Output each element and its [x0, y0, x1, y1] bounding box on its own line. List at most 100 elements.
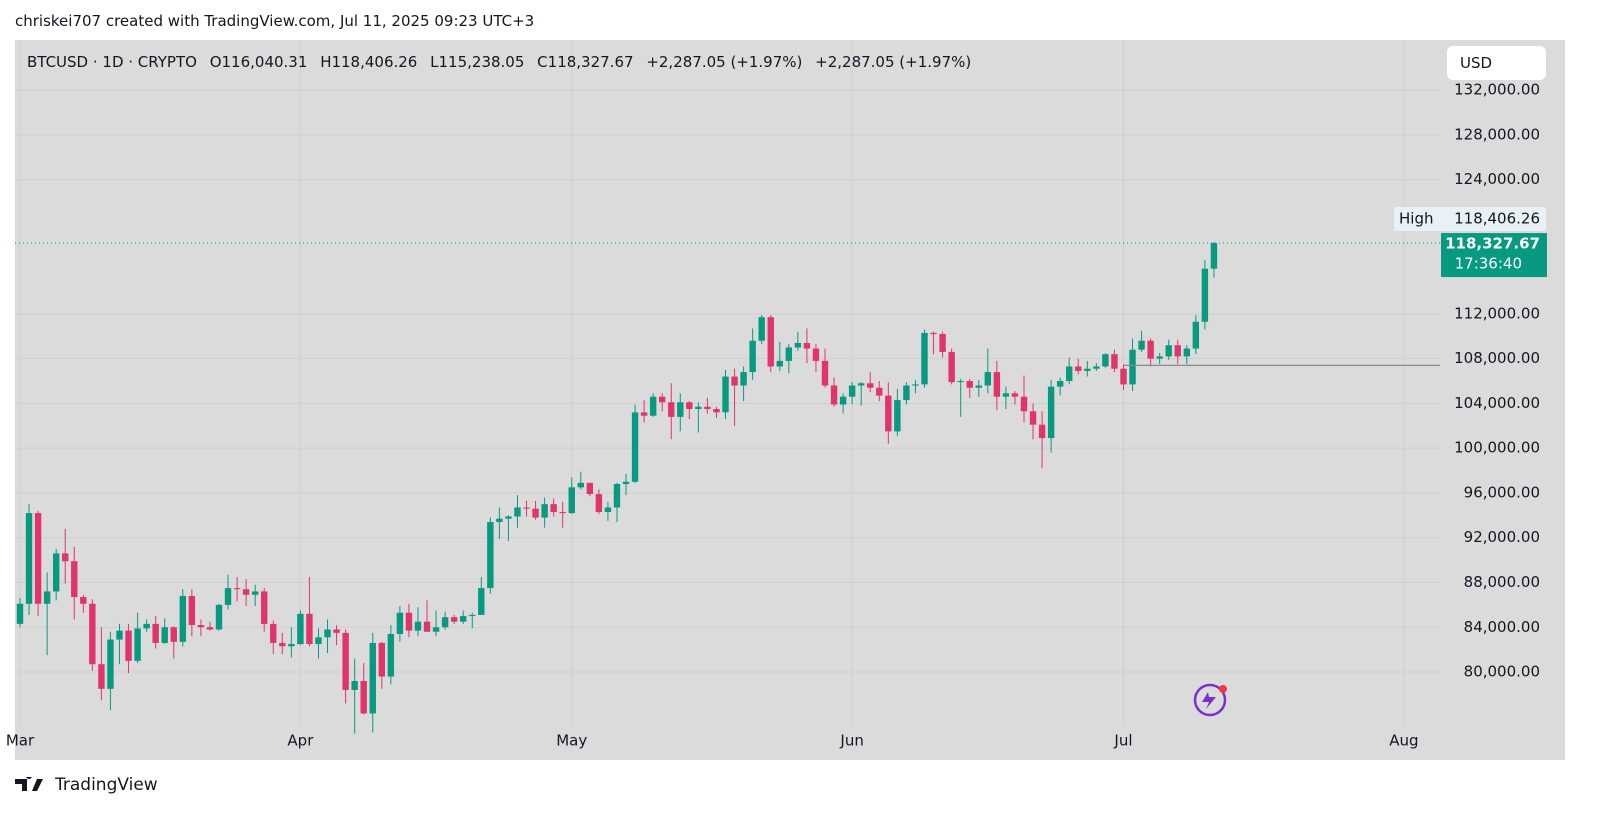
candle-body: [188, 595, 196, 626]
candle-body: [1201, 268, 1209, 322]
currency-button[interactable]: USD: [1447, 46, 1546, 80]
candle-body: [794, 342, 802, 348]
candle-body: [1075, 366, 1082, 371]
candle-body: [16, 603, 24, 624]
candle-body: [1020, 396, 1028, 412]
candle-body: [1038, 424, 1046, 439]
candle-body: [116, 630, 123, 640]
candle-body: [912, 384, 919, 386]
candle-body: [894, 400, 901, 432]
candle-body: [848, 385, 856, 397]
candle-body: [677, 402, 684, 417]
brand: TradingView: [55, 775, 158, 795]
candle-body: [306, 613, 313, 645]
candle-body: [215, 604, 223, 630]
candle-body: [523, 507, 530, 509]
x-tick-label: Mar: [6, 732, 35, 750]
high-marker-box: [1394, 207, 1546, 232]
candle-body: [170, 627, 177, 642]
candle-body: [107, 639, 114, 689]
candle-body: [98, 664, 105, 689]
candle-body: [776, 360, 783, 367]
candle-body: [387, 633, 395, 677]
candle-body: [1029, 411, 1037, 425]
candle-body: [1147, 340, 1154, 359]
candle-body: [1056, 381, 1064, 387]
candle-body: [43, 591, 51, 604]
candle-body: [197, 625, 205, 628]
candle-body: [514, 507, 521, 517]
high-marker-value: 118,406.26: [1454, 210, 1540, 228]
candle-body: [297, 613, 304, 645]
candle-body: [279, 642, 286, 647]
candle-body: [324, 629, 331, 638]
candle-body: [351, 680, 358, 690]
y-tick-label: 84,000.00: [1464, 618, 1540, 636]
y-tick-label: 128,000.00: [1454, 125, 1540, 143]
candle-body: [496, 518, 503, 523]
candle-body: [1111, 354, 1118, 369]
candle-body: [686, 402, 693, 410]
candle-body: [803, 342, 811, 349]
candle-body: [1066, 366, 1073, 382]
candle-body: [396, 612, 404, 634]
candle-body: [270, 623, 277, 643]
candle-body: [984, 372, 992, 386]
candle-body: [206, 627, 214, 630]
candle-body: [143, 623, 150, 629]
footer: TradingView: [15, 775, 158, 795]
candle-body: [261, 591, 268, 624]
candle-body: [432, 627, 440, 632]
legend-open: O116,040.31: [209, 53, 308, 71]
candle-body: [966, 381, 973, 388]
candle-body: [450, 617, 458, 622]
candle-body: [179, 595, 187, 642]
candle-body: [224, 588, 232, 605]
candle-body: [1129, 349, 1136, 385]
candle-body: [62, 553, 69, 562]
last-price-value: 118,327.67: [1445, 235, 1540, 253]
candle-body: [1165, 345, 1172, 357]
high-marker-label: High: [1399, 210, 1433, 228]
candle-body: [405, 612, 413, 631]
y-tick-label: 92,000.00: [1464, 528, 1540, 546]
candle-body: [134, 628, 141, 661]
candle-body: [369, 642, 376, 714]
y-tick-label: 100,000.00: [1454, 439, 1540, 457]
candle-body: [867, 383, 874, 388]
brand-logo: [15, 777, 43, 791]
candle-body: [89, 603, 96, 665]
candle-body: [1047, 386, 1055, 439]
symbol: BTCUSD · 1D · CRYPTO: [27, 53, 197, 71]
candle-body: [704, 406, 711, 410]
candle-body: [740, 372, 747, 386]
candle-body: [939, 334, 946, 352]
candle-body: [559, 511, 566, 514]
candle-body: [975, 385, 982, 388]
candle-body: [1138, 340, 1145, 350]
candle-body: [1102, 354, 1109, 367]
candle-body: [251, 591, 259, 595]
attribution: chriskei707 created with TradingView.com…: [15, 12, 535, 30]
candle-body: [541, 504, 548, 518]
y-tick-label: 104,000.00: [1454, 394, 1540, 412]
candle-body: [550, 504, 557, 512]
candle-body: [957, 381, 964, 383]
candle-body: [161, 627, 168, 643]
candle-body: [1156, 356, 1163, 359]
candle-body: [785, 347, 793, 361]
candle-body: [658, 396, 666, 403]
legend-high: H118,406.26: [320, 53, 418, 71]
candle-body: [695, 406, 702, 410]
candle-body: [749, 340, 756, 373]
y-tick-label: 88,000.00: [1464, 573, 1540, 591]
candle-body: [315, 637, 322, 645]
candle-body: [668, 402, 675, 417]
y-tick-label: 108,000.00: [1454, 349, 1540, 367]
candle-body: [586, 482, 594, 495]
candle-body: [812, 348, 820, 361]
candle-body: [25, 513, 33, 604]
candle-body: [414, 621, 422, 631]
candle-body: [360, 680, 367, 714]
x-tick-label: May: [556, 732, 587, 750]
